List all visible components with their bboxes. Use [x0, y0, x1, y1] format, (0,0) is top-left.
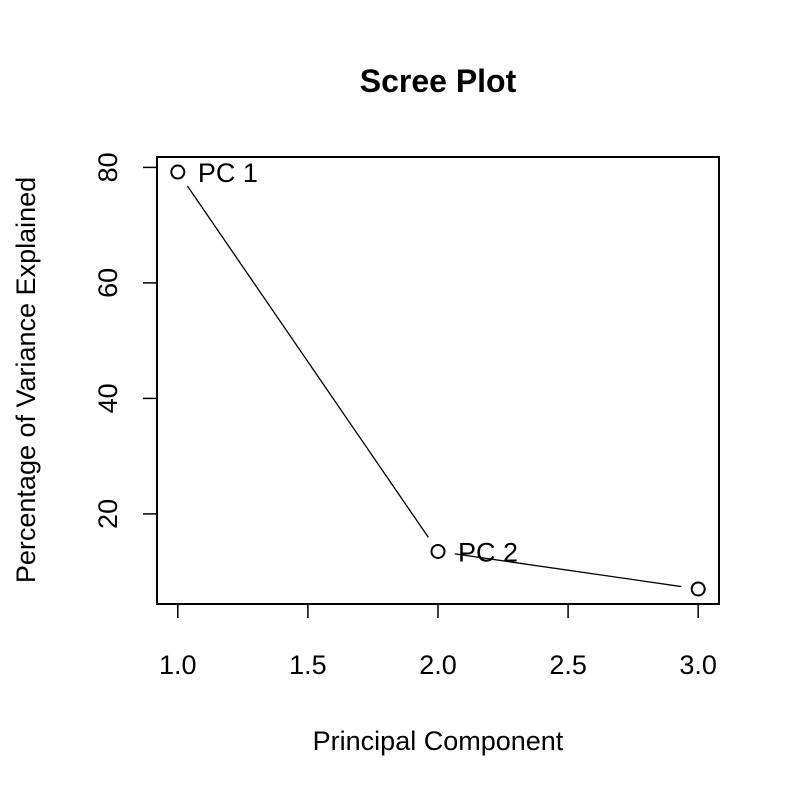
- point-labels-layer: PC 1 PC 2: [198, 158, 518, 567]
- y-tick-label: 20: [93, 499, 123, 529]
- point-label: PC 2: [458, 537, 518, 567]
- x-tick-label: 3.0: [679, 650, 717, 680]
- chart-title: Scree Plot: [360, 63, 517, 99]
- plot-area-frame: [156, 156, 720, 605]
- y-tick-label: 80: [93, 152, 123, 182]
- series-line-segment: [186, 185, 429, 538]
- x-tick-label: 1.0: [159, 650, 197, 680]
- x-axis: 1.0 1.5 2.0 2.5 3.0: [159, 603, 717, 680]
- series-line-segment: [454, 553, 682, 588]
- x-axis-label: Principal Component: [313, 726, 564, 756]
- y-axis-label: Percentage of Variance Explained: [11, 177, 41, 583]
- point-label: PC 1: [198, 158, 258, 188]
- data-point: [690, 581, 706, 597]
- x-tick-label: 2.5: [549, 650, 587, 680]
- data-point: [170, 164, 186, 180]
- x-tick-label: 1.5: [289, 650, 327, 680]
- points-layer: [170, 164, 706, 597]
- y-axis: 20 40 60 80: [93, 152, 158, 529]
- y-tick-label: 60: [93, 268, 123, 298]
- y-tick-label: 40: [93, 383, 123, 413]
- series-layer: [186, 185, 682, 588]
- data-point: [430, 543, 446, 559]
- x-tick-label: 2.0: [419, 650, 457, 680]
